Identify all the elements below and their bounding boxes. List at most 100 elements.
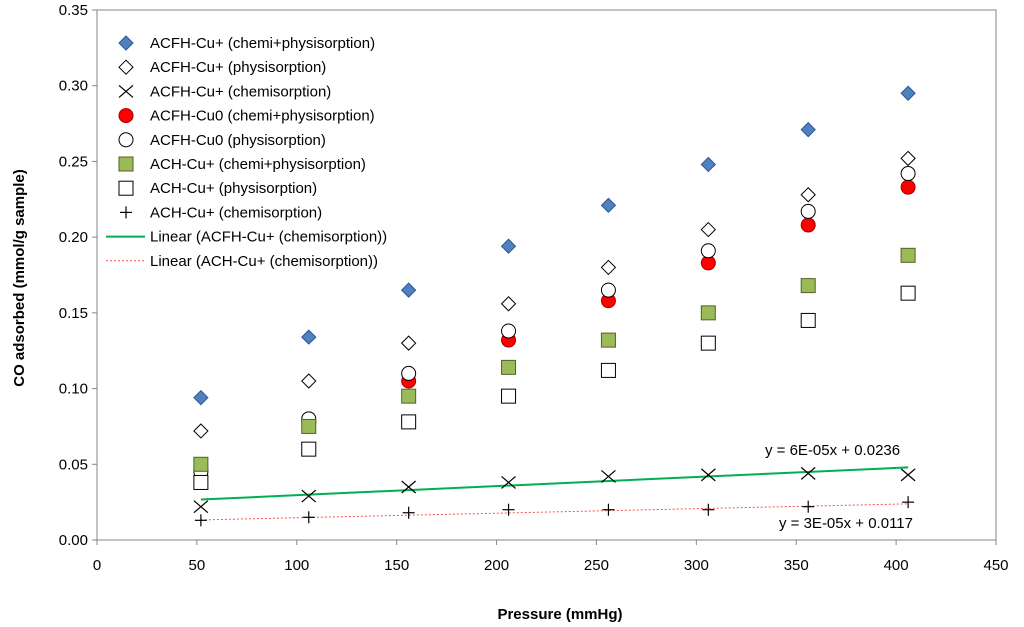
x-tick-label: 200 <box>484 557 509 574</box>
legend-marker <box>118 156 134 172</box>
legend-marker <box>118 84 134 98</box>
y-tick-label: 0.00 <box>59 532 88 549</box>
data-point <box>601 469 616 483</box>
data-point <box>800 312 816 328</box>
data-point <box>502 503 515 516</box>
series-7 <box>194 496 915 527</box>
legend-marker <box>118 108 134 124</box>
y-tick-label: 0.10 <box>59 381 88 398</box>
data-point <box>302 511 315 524</box>
data-point <box>500 238 517 254</box>
y-tick-label: 0.35 <box>59 2 88 19</box>
series-5 <box>193 247 916 472</box>
data-point <box>401 365 417 381</box>
y-tick-label: 0.25 <box>59 153 88 170</box>
data-point <box>301 329 317 345</box>
data-point <box>193 423 209 439</box>
data-point <box>602 503 615 516</box>
data-point <box>400 335 417 351</box>
data-point <box>600 259 617 276</box>
y-tick-label: 0.05 <box>59 456 88 473</box>
data-point <box>800 466 816 480</box>
data-point <box>902 496 915 509</box>
legend-marker <box>118 132 134 148</box>
data-point <box>401 414 417 430</box>
x-tick-label: 250 <box>584 557 609 574</box>
data-point <box>802 500 815 513</box>
data-point <box>900 166 916 182</box>
data-point <box>800 203 816 219</box>
legend-label: Linear (ACFH-Cu+ (chemisorption)) <box>150 229 387 246</box>
data-point <box>800 121 816 138</box>
legend-label: ACH-Cu+ (chemi+physisorption) <box>150 156 366 173</box>
legend-label: ACFH-Cu+ (chemisorption) <box>150 83 331 100</box>
data-point <box>600 197 617 214</box>
legend-label: ACFH-Cu+ (physisorption) <box>150 59 326 76</box>
data-point <box>600 282 616 298</box>
legend-label: Linear (ACH-Cu+ (chemisorption)) <box>150 253 378 270</box>
data-point <box>900 247 916 263</box>
x-tick-label: 0 <box>93 557 101 574</box>
data-point <box>193 389 209 406</box>
data-point <box>301 373 317 389</box>
data-point <box>700 156 717 173</box>
data-point <box>702 503 715 516</box>
series-1 <box>193 150 916 439</box>
data-point <box>900 85 916 101</box>
legend-label: ACH-Cu+ (chemisorption) <box>150 204 322 221</box>
data-point <box>301 441 317 457</box>
data-point <box>401 480 417 494</box>
legend-marker <box>118 35 134 51</box>
series-0 <box>193 85 916 406</box>
data-point <box>402 506 415 519</box>
legend-label: ACFH-Cu0 (chemi+physisorption) <box>150 108 375 125</box>
x-tick-label: 400 <box>884 557 909 574</box>
data-point <box>501 359 517 375</box>
series-2 <box>193 466 916 514</box>
data-point <box>700 305 716 321</box>
x-tick-label: 300 <box>684 557 709 574</box>
x-axis-title: Pressure (mmHg) <box>497 606 622 623</box>
data-point <box>800 217 816 233</box>
y-axis-ticks: 0.00 0.05 0.10 0.15 0.20 0.25 0.30 0.35 <box>59 2 97 549</box>
y-tick-label: 0.30 <box>59 78 88 95</box>
data-point <box>400 282 417 298</box>
y-tick-label: 0.15 <box>59 305 88 322</box>
x-tick-label: 100 <box>284 557 309 574</box>
x-tick-label: 450 <box>983 557 1008 574</box>
x-tick-label: 350 <box>784 557 809 574</box>
legend-marker <box>118 180 134 196</box>
data-point <box>800 187 816 203</box>
data-point <box>800 278 816 294</box>
legend-marker <box>118 59 134 75</box>
data-point <box>501 323 517 339</box>
x-tick-label: 50 <box>189 557 206 574</box>
data-points <box>193 85 916 527</box>
trendline-0 <box>200 466 909 501</box>
data-point <box>500 296 517 312</box>
data-point <box>401 388 417 404</box>
data-point <box>501 476 516 489</box>
data-point <box>900 468 916 482</box>
legend-label: ACFH-Cu0 (physisorption) <box>150 132 326 149</box>
x-tick-label: 150 <box>384 557 409 574</box>
y-tick-label: 0.20 <box>59 229 88 246</box>
data-point <box>193 474 209 490</box>
data-point <box>700 243 716 259</box>
trendline-equation-acfh-cu-plus: y = 6E-05x + 0.0236 <box>765 442 900 459</box>
data-point <box>600 332 616 348</box>
legend: ACFH-Cu+ (chemi+physisorption) ACFH-Cu+ (… <box>106 35 387 270</box>
data-point <box>193 500 209 514</box>
data-point <box>193 456 209 472</box>
data-point <box>700 221 717 238</box>
plot-border <box>96 9 997 541</box>
data-point <box>900 179 916 195</box>
data-point <box>301 489 317 503</box>
data-point <box>900 285 916 301</box>
trendlines <box>200 466 909 521</box>
data-point <box>700 468 716 482</box>
legend-label: ACFH-Cu+ (chemi+physisorption) <box>150 35 375 52</box>
data-point <box>600 362 616 378</box>
data-point <box>301 418 317 434</box>
